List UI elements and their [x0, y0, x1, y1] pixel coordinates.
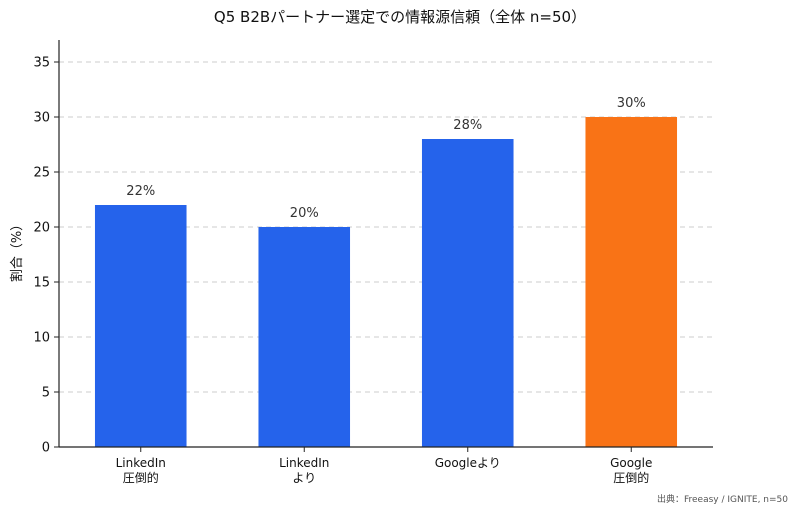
bar: [585, 117, 678, 447]
y-tick-label: 20: [33, 221, 50, 236]
bar: [421, 139, 514, 447]
bar: [94, 205, 187, 447]
data-label: 20%: [290, 206, 319, 221]
y-tick-label: 30: [33, 111, 50, 126]
y-axis-label: 割合（%）: [9, 218, 25, 282]
x-tick-label: 圧倒的: [123, 470, 159, 485]
y-tick-label: 10: [33, 331, 50, 346]
x-tick-label: Googleより: [435, 456, 501, 470]
x-tick-label: 圧倒的: [613, 470, 649, 485]
x-tick-label: LinkedIn: [279, 456, 329, 470]
data-label: 30%: [617, 96, 646, 111]
y-tick-label: 15: [33, 276, 50, 291]
x-tick-label: LinkedIn: [116, 456, 166, 470]
y-tick-label: 35: [33, 56, 50, 71]
x-tick-label: より: [292, 471, 316, 485]
y-axis-ticks: 0 5 10 15 20 25 30 35: [33, 56, 59, 456]
x-tick-label: Google: [610, 456, 652, 470]
bar: [258, 227, 351, 447]
y-tick-label: 0: [42, 441, 50, 456]
bars: [94, 117, 678, 447]
source-note: 出典：Freeasy / IGNITE, n=50: [657, 493, 788, 505]
data-label: 28%: [453, 118, 482, 133]
y-tick-label: 5: [42, 386, 50, 401]
chart-title: Q5 B2Bパートナー選定での情報源信頼（全体 n=50）: [214, 8, 586, 26]
y-tick-label: 25: [33, 166, 50, 181]
data-label: 22%: [126, 184, 155, 199]
data-labels: 22% 20% 28% 30%: [126, 96, 645, 221]
